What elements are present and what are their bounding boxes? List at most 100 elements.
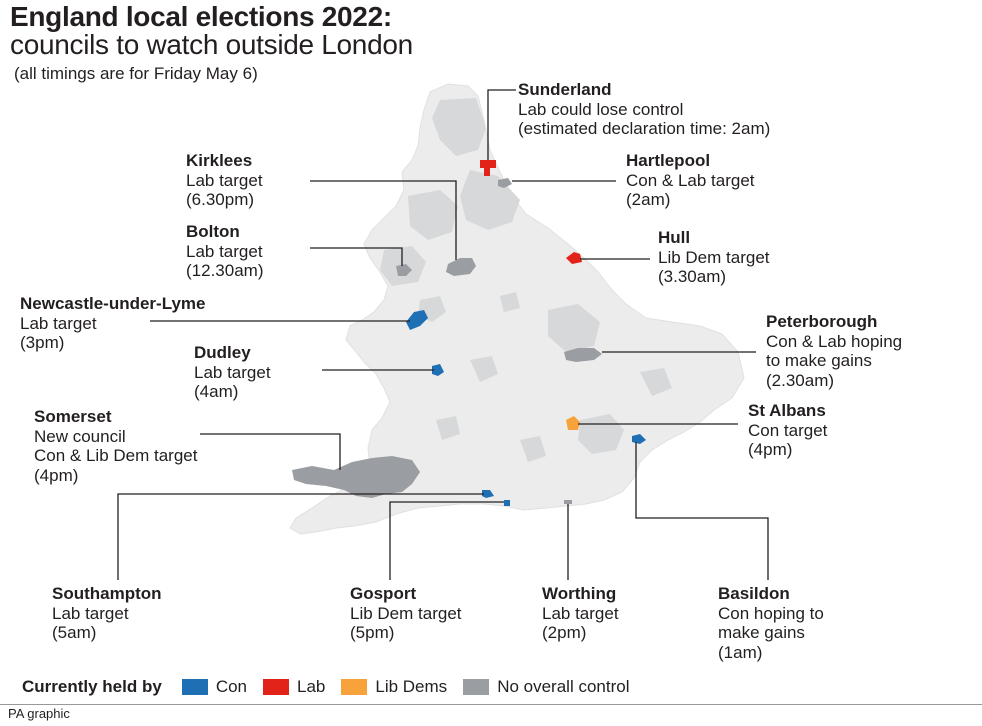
label-sunderland: Sunderland Lab could lose control (estim… [518,80,770,139]
chart-subtitle: councils to watch outside London [10,29,413,60]
council-detail: to make gains [766,351,872,370]
council-name: Peterborough [766,312,878,331]
kirklees-shape [446,258,476,276]
legend-item-lab: Lab [263,677,325,697]
council-detail: (5am) [52,623,97,642]
leader-somerset [200,433,341,470]
council-detail: New council [34,426,126,446]
council-detail: (4am) [194,382,239,401]
council-name: Somerset [34,407,112,426]
leader-sunderland [487,89,516,160]
worthing-shape [564,500,572,504]
leader-southampton [117,493,484,580]
council-name: Newcastle-under-Lyme [20,294,206,313]
council-detail: Lib Dem target [658,247,770,267]
basildon-shape [632,434,646,444]
legend-swatch-libdem [341,679,368,695]
label-hull: Hull Lib Dem target (3.30am) [658,228,770,287]
council-name: Hartlepool [626,151,711,170]
hartlepool-shape [498,178,512,188]
council-detail: (2pm) [542,623,587,642]
council-detail: (3pm) [20,333,65,352]
council-detail: Lab target [542,603,619,623]
label-peterborough: Peterborough Con & Lab hoping to make ga… [766,312,902,390]
label-worthing: Worthing Lab target (2pm) [542,584,619,643]
legend-label: No overall control [497,677,630,696]
legend-item-libdem: Lib Dems [341,677,447,697]
council-detail: Lab could lose control [518,99,684,119]
legend: Currently held by Con Lab Lib Dems No ov… [22,676,645,698]
council-detail: (4pm) [748,440,793,459]
legend-item-noc: No overall control [463,677,629,697]
council-detail: Con hoping to [718,603,824,623]
council-name: St Albans [748,401,826,420]
council-name: Hull [658,228,691,247]
council-detail: Con & Lab target [626,170,755,190]
credit: PA graphic [8,706,70,721]
council-name: Dudley [194,343,251,362]
newcastle-under-lyme-shape [406,310,428,330]
legend-swatch-noc [463,679,490,695]
label-hartlepool: Hartlepool Con & Lab target (2am) [626,151,755,210]
legend-label: Lab [297,677,326,696]
st-albans-shape [566,416,580,430]
timing-note: (all timings are for Friday May 6) [14,64,258,83]
footer-divider [0,704,982,705]
council-detail: Lab target [194,362,271,382]
legend-title: Currently held by [22,677,162,696]
legend-item-con: Con [181,677,247,697]
council-detail: make gains [718,623,805,642]
council-detail: Con & Lab hoping [766,331,903,351]
bolton-shape [396,264,412,276]
sunderland-shape [480,160,496,176]
council-detail: Con target [748,420,828,440]
chart-title: England local elections 2022: [10,1,392,32]
england-outline [289,83,745,535]
council-detail: (3.30am) [658,267,727,286]
legend-label: Lib Dems [375,677,448,696]
council-name: Sunderland [518,80,612,99]
council-detail: Lab target [186,241,263,261]
label-basildon: Basildon Con hoping to make gains (1am) [718,584,824,662]
council-name: Gosport [350,584,417,603]
hull-shape [566,252,582,264]
leader-lines [117,89,769,580]
label-bolton: Bolton Lab target (12.30am) [186,222,263,281]
council-detail: (12.30am) [186,261,264,280]
council-shapes [292,160,646,506]
leader-kirklees [310,180,457,260]
label-st-albans: St Albans Con target (4pm) [748,401,827,460]
council-name: Southampton [52,584,162,603]
peterborough-shape [564,348,602,362]
council-detail: Lab target [186,170,263,190]
label-kirklees: Kirklees Lab target (6.30pm) [186,151,263,210]
council-detail: Lib Dem target [350,603,462,623]
leader-bolton [310,247,403,266]
somerset-shape [292,456,420,498]
council-name: Worthing [542,584,617,603]
dudley-shape [432,364,444,376]
council-detail: (4pm) [34,465,79,485]
leader-basildon [635,442,769,580]
council-detail: (1am) [718,642,763,662]
label-dudley: Dudley Lab target (4am) [194,343,271,402]
southampton-shape [482,490,494,498]
council-detail: Lab target [20,313,97,333]
label-southampton: Southampton Lab target (5am) [52,584,162,643]
label-somerset: Somerset New council Con & Lib Dem targe… [34,407,197,485]
label-gosport: Gosport Lib Dem target (5pm) [350,584,462,643]
council-detail: (6.30pm) [186,190,255,209]
council-detail: Lab target [52,603,129,623]
legend-swatch-lab [263,679,289,695]
council-detail: (estimated declaration time: 2am) [518,119,771,138]
council-name: Bolton [186,222,240,241]
council-name: Kirklees [186,151,253,170]
gosport-shape [504,500,510,506]
leader-gosport [389,501,504,580]
council-name: Basildon [718,584,790,603]
council-detail: (5pm) [350,623,395,642]
council-detail: (2.30am) [766,370,835,390]
council-detail: Con & Lib Dem target [34,446,198,465]
legend-label: Con [215,677,247,696]
